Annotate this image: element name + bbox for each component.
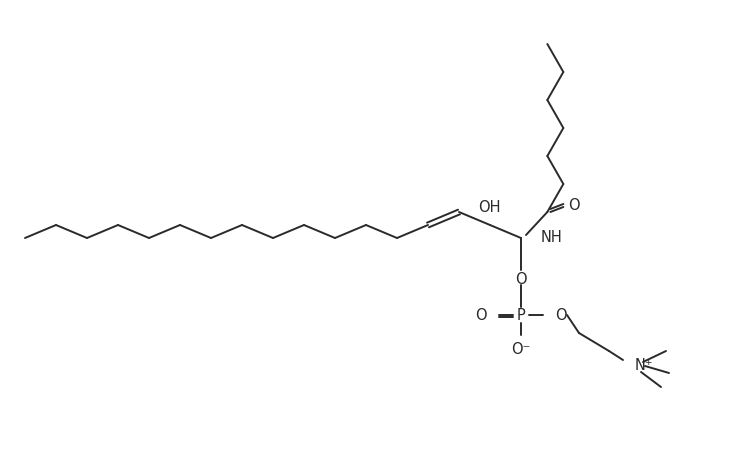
Text: O: O: [568, 197, 580, 212]
Text: NH: NH: [541, 230, 562, 245]
Text: OH: OH: [478, 199, 500, 214]
Text: P: P: [517, 307, 525, 322]
Text: O: O: [555, 307, 567, 322]
Text: N⁺: N⁺: [635, 358, 654, 373]
Text: O: O: [515, 272, 527, 287]
Text: O: O: [475, 307, 487, 322]
Text: O⁻: O⁻: [512, 343, 531, 358]
